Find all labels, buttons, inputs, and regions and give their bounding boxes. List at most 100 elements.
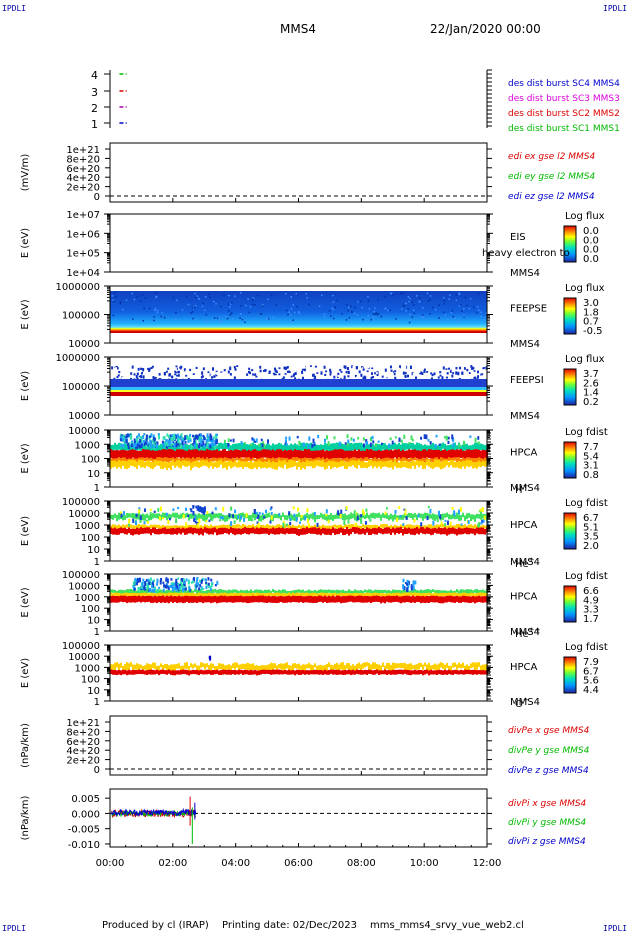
hpca-h-band — [428, 459, 430, 467]
hpca-hepp-band — [384, 596, 386, 604]
hpca-he-blob — [255, 511, 258, 515]
feepsi-speckle — [401, 375, 404, 379]
hpca-h-band — [426, 457, 428, 461]
hpca-h-band — [220, 450, 222, 461]
hpca-he-blob — [398, 506, 401, 509]
hpca-h-band — [338, 449, 340, 460]
hpca-he-band — [470, 514, 472, 522]
hpca-h-band — [286, 457, 288, 463]
hpca-h-band — [356, 460, 358, 469]
hpca-h-band — [110, 444, 112, 452]
hpca-h-band — [430, 449, 432, 459]
feepsi-speckle — [346, 367, 349, 370]
hpca-he-band — [314, 515, 316, 523]
hpca-h-band — [246, 444, 248, 453]
xtick-label: 00:00 — [96, 858, 125, 869]
hpca-h-band — [352, 457, 354, 462]
hpca-h-band — [260, 442, 262, 452]
hpca-hepp-band — [118, 589, 120, 595]
hpca-he-band — [308, 514, 310, 521]
hpca-h-band — [116, 458, 118, 463]
feepsi-speckle — [434, 368, 437, 371]
hpca-h-band — [408, 443, 410, 453]
hpca-o-band — [236, 662, 238, 668]
hpca-hepp-band — [318, 593, 320, 597]
hpca-h-band — [410, 461, 412, 469]
hpca-h-band — [482, 449, 484, 460]
hpca-he-blob — [128, 518, 131, 524]
hpca-he-band — [366, 512, 368, 519]
feepsi-speckle — [312, 373, 315, 377]
hpca-he-band — [164, 527, 166, 535]
hpca-hepp-band — [208, 592, 210, 596]
hpca-h-band — [274, 458, 276, 463]
hpca-h-band — [428, 449, 430, 459]
hpca-h-blob — [127, 434, 130, 437]
hpca-hepp-blob — [412, 580, 415, 586]
hpca-h-band — [182, 449, 184, 458]
hpca-hepp-blob — [177, 577, 180, 580]
hpca-h-band — [138, 459, 140, 466]
hpca-h-blob — [140, 444, 143, 449]
hpca-he-band — [186, 512, 188, 518]
hpca-hepp-blob — [151, 581, 154, 585]
hpca-he-blob — [165, 512, 168, 517]
hpca-h-band — [366, 443, 368, 451]
hpca-h-band — [190, 449, 192, 459]
feepsi-speckle — [466, 368, 469, 372]
feepse-speckle — [472, 306, 475, 309]
hpca-he-blob — [327, 519, 330, 524]
hpca-he-band — [410, 528, 412, 535]
feepse-speckle — [114, 292, 116, 294]
hpca-he-band — [172, 527, 174, 535]
hpca-he-blob — [467, 520, 470, 524]
hpca-o-band — [222, 669, 224, 675]
hpca-h-band — [140, 459, 142, 468]
hpca-h-band — [308, 449, 310, 459]
hpca-he-band — [194, 527, 196, 534]
hpca-hepp-blob — [173, 582, 176, 586]
hpca-he-band — [282, 512, 284, 517]
hpca-hepp-band — [450, 589, 452, 594]
hpca-he-blob — [175, 518, 178, 524]
hpca-h-band — [338, 462, 340, 468]
hpca-h-band — [458, 449, 460, 459]
hpca-h-band — [160, 460, 162, 469]
eis-spacecraft-label: MMS4 — [510, 268, 540, 279]
hpca-o-band — [408, 670, 410, 676]
hpca-he-band — [412, 528, 414, 535]
hpca-hepp-band — [438, 596, 440, 604]
hpca-hepp-band — [124, 595, 126, 603]
hpca-hepp-band — [242, 596, 244, 603]
hpca-hepp-band — [408, 595, 410, 603]
hpca-o-band — [446, 662, 448, 668]
hpca-he-band — [402, 525, 404, 529]
hpca-he-blob — [289, 522, 292, 526]
hpca-hepp-band — [464, 592, 466, 597]
hpca-o-band — [130, 662, 132, 667]
hpca-he-band — [440, 524, 442, 528]
hpca-h-band — [386, 457, 388, 462]
feepsi-speckle — [290, 375, 293, 378]
hpca-hepp-band — [162, 590, 164, 594]
feepse-speckle — [377, 298, 379, 301]
hpca-hepp-band — [120, 589, 122, 595]
hpca-o-band — [464, 669, 466, 675]
hpca-h-band — [408, 462, 410, 469]
hpca-h-band — [164, 449, 166, 459]
hpca-h-band — [206, 460, 208, 467]
hpca-o-band — [372, 670, 374, 675]
hpca-hepp-band — [198, 589, 200, 594]
hpca-h-band — [462, 444, 464, 453]
hpca-hepp-band — [246, 593, 248, 598]
hpca-h-band — [260, 450, 262, 461]
hpca-hepp-blob — [138, 587, 141, 592]
hpca-o-band — [200, 662, 202, 668]
hpca-he-band — [192, 513, 194, 519]
feepsi-speckle — [294, 377, 297, 380]
hpca-hepp-band — [270, 592, 272, 596]
hpca-h-band — [406, 461, 408, 469]
hpca-hepp-blob — [151, 585, 154, 588]
hpca-he-band — [348, 524, 350, 529]
hpca-he-ylabel: E (eV) — [20, 516, 31, 546]
